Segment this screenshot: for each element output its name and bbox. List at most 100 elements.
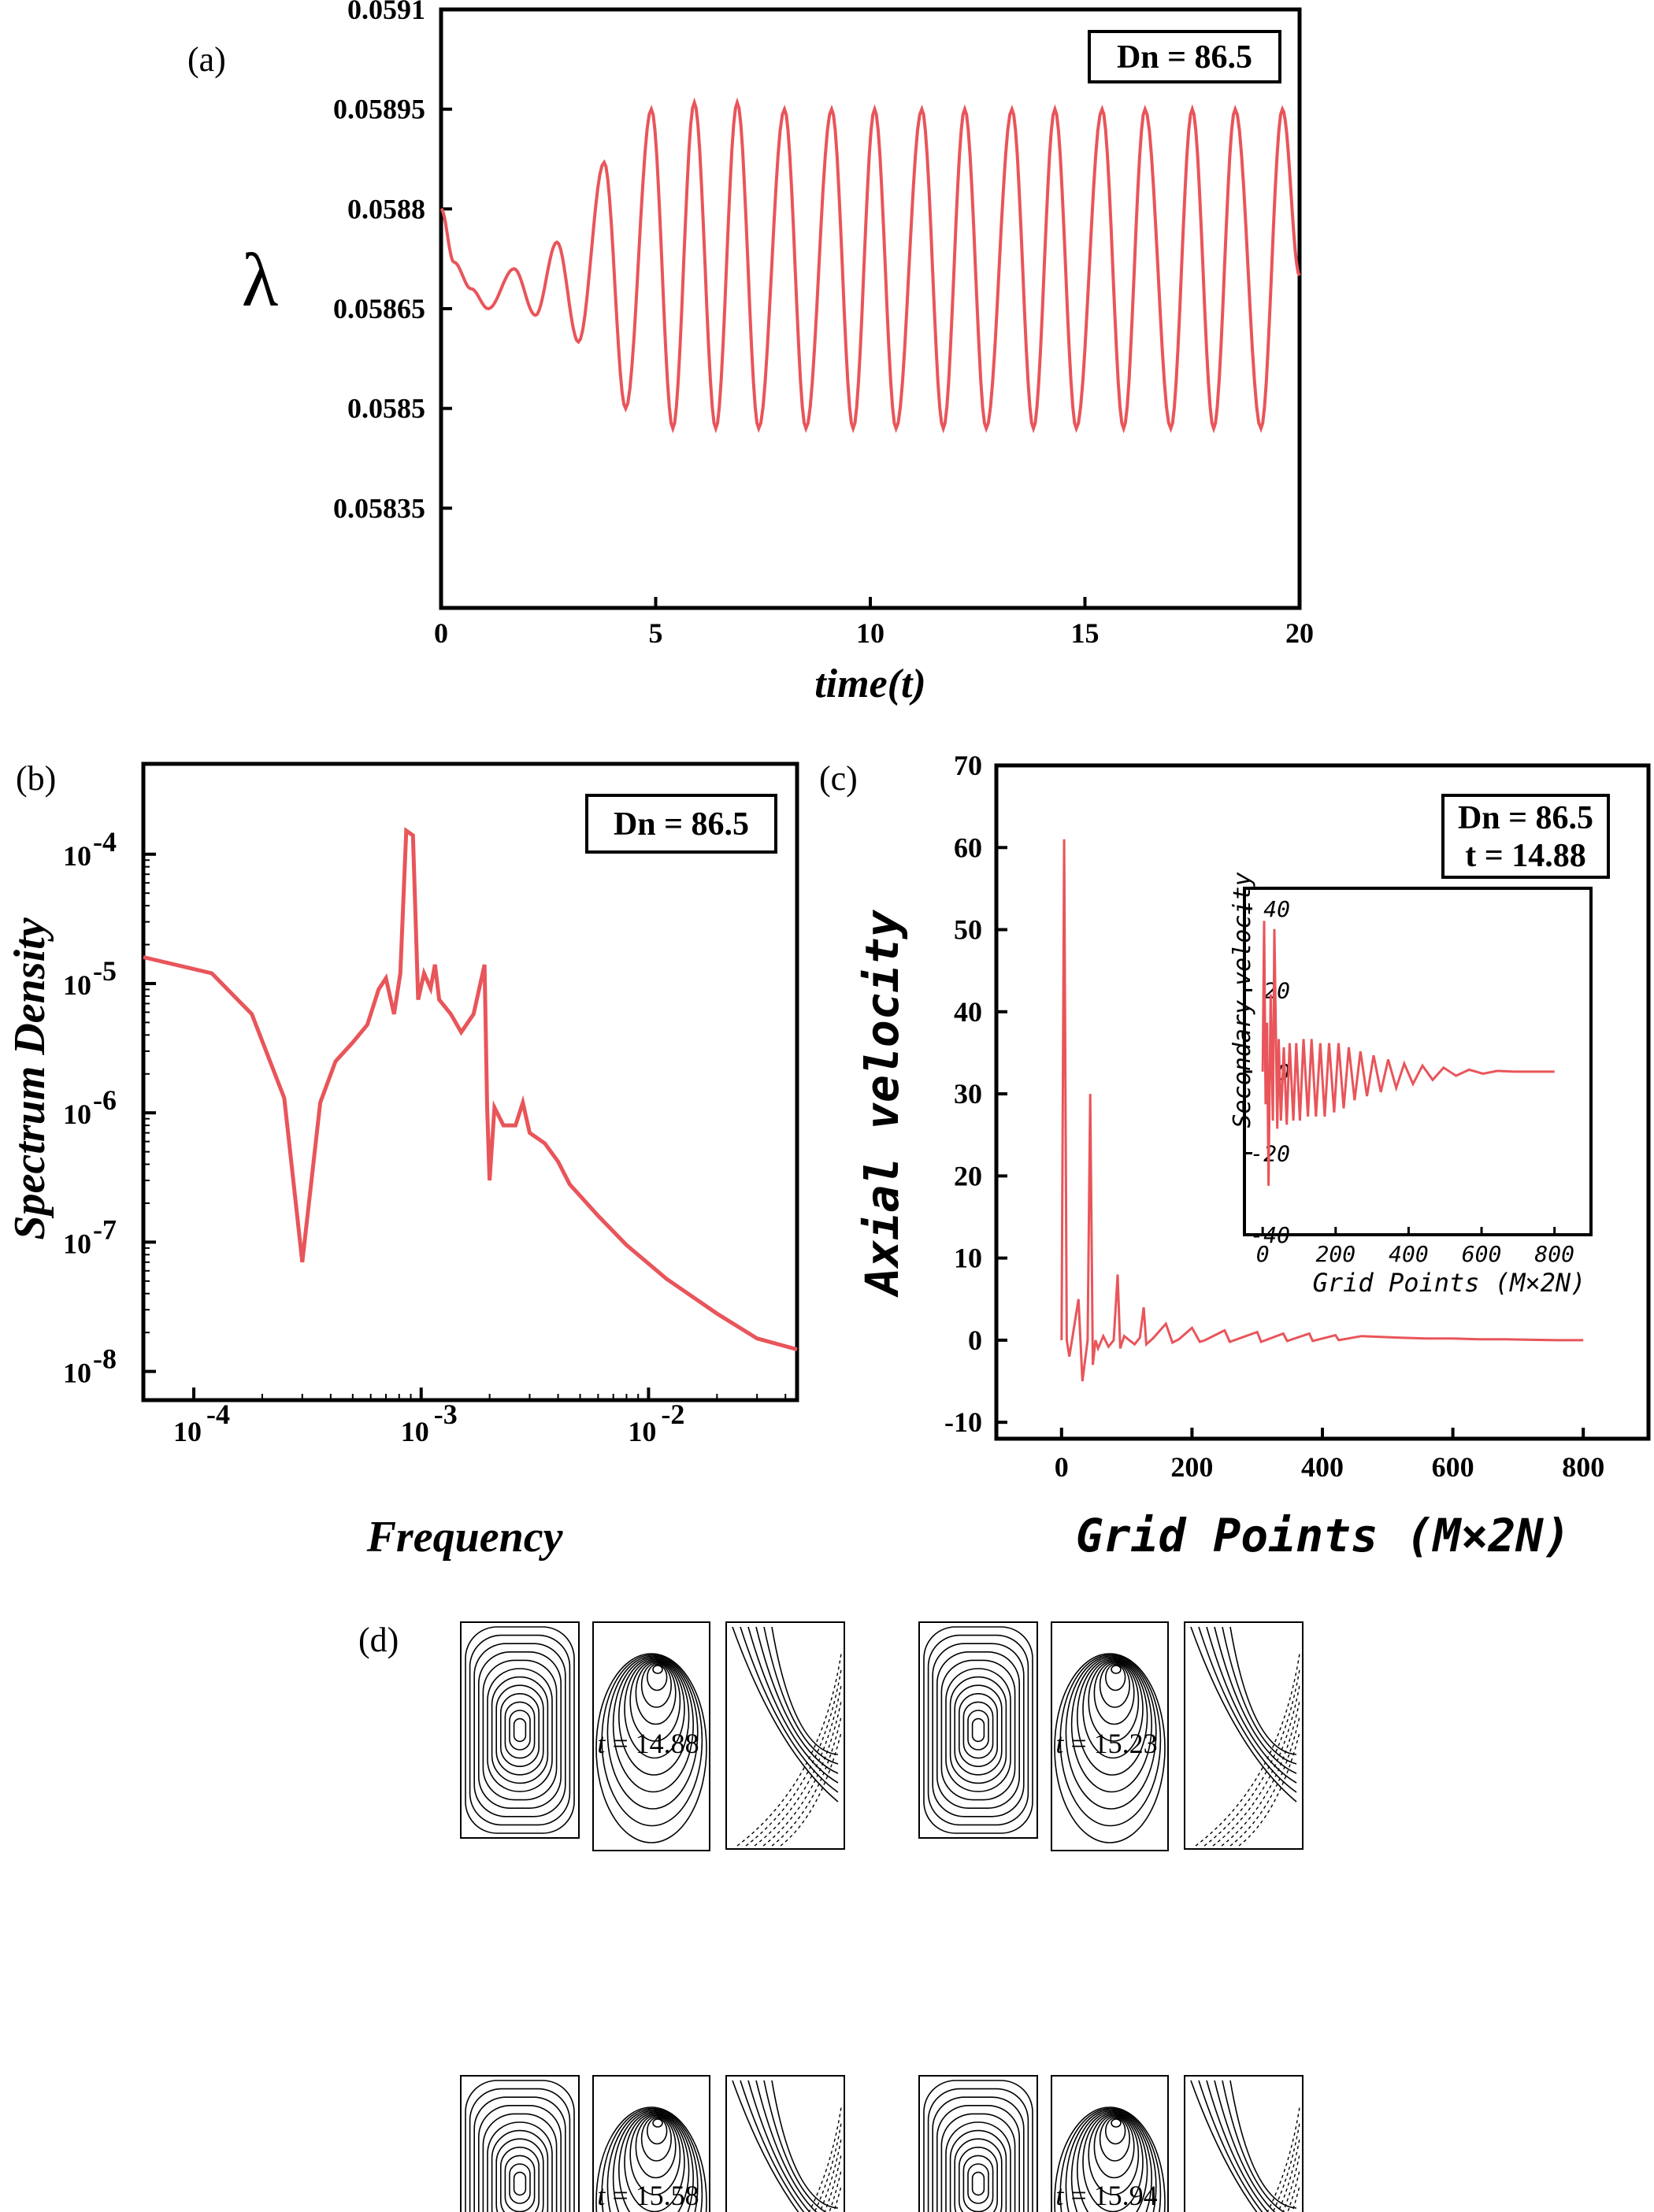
axial-flow-contour (959, 2147, 998, 2212)
contour-box (725, 2075, 845, 2212)
inset-ytick-label: 40 (1263, 896, 1290, 922)
axial-flow-contour (967, 1710, 989, 1751)
secondary-flow-contour (624, 1658, 685, 1759)
panel-b-ylabel: Spectrum Density (6, 917, 54, 1239)
temperature-contour (1206, 2080, 1269, 2212)
panel-c-ytick-label: 10 (954, 1243, 982, 1274)
secondary-flow-contour (1111, 2118, 1122, 2128)
axial-flow-contour (478, 2105, 562, 2212)
secondary-flow-contour (1099, 1662, 1130, 1708)
panel-a-xlabel: time(t) (814, 661, 926, 706)
temperature-contour-dashed (829, 2169, 842, 2212)
secondary-flow-contour (1054, 1653, 1166, 1843)
panel-a-dn-label: Dn = 86.5 (1117, 39, 1252, 76)
panel-b-xlabel: Frequency (366, 1513, 564, 1562)
axial-flow-contour (927, 1634, 1029, 1826)
temperature-contour (1222, 2080, 1285, 2212)
panel-c-ytick-label: -10 (944, 1406, 982, 1438)
temperature-contour (747, 2080, 810, 2212)
temperature-contour (1222, 1626, 1297, 1765)
panel-a-ytick-label: 0.05865 (333, 293, 425, 324)
panel-a-ylabel: λ (242, 238, 279, 322)
axial-flow-contour (927, 2088, 1029, 2212)
secondary-flow-contour (652, 2118, 663, 2128)
panel-b-ytick-label: 10 (63, 840, 91, 872)
axial-flow-contour (945, 1668, 1011, 1792)
contour-box (460, 2075, 580, 2212)
axial-flow-contour (949, 1676, 1007, 1784)
secondary-flow-contour (606, 2109, 699, 2212)
panel-b-ytick-exponent: -8 (93, 1343, 117, 1375)
temperature-contour (732, 1626, 839, 1803)
contour-group-3 (460, 2075, 845, 2212)
panel-b-ytick-exponent: -5 (93, 955, 117, 987)
temperature-contour (1190, 1626, 1297, 1803)
secondary-flow-contour (612, 2110, 694, 2212)
secondary-flow-contour (1088, 1660, 1140, 1742)
panel-b-ytick-exponent: -7 (93, 1213, 117, 1245)
temperature-contour (1214, 1626, 1297, 1774)
axial-flow-contour (513, 1717, 527, 1743)
axial-flow-contour (487, 2121, 553, 2212)
axial-flow-contour (923, 2080, 1033, 2212)
temperature-contour-dashed (1229, 1716, 1300, 1847)
axial-flow-contour (491, 2129, 549, 2212)
panel-b-xtick-label: 10 (401, 1416, 429, 1447)
axial-flow-contour (509, 2163, 531, 2204)
secondary-flow-contour (646, 2117, 668, 2145)
axial-flow-contour (936, 2105, 1020, 2212)
inset-xtick-label: 800 (1534, 1241, 1574, 1267)
temperature-contour-dashed (754, 1684, 842, 1847)
axial-flow-contour (959, 1693, 999, 1768)
temperature-contour-dashed (819, 2138, 842, 2212)
inset-secondary-series (1261, 921, 1555, 1186)
secondary-flow-contour (1070, 1656, 1152, 1793)
contour-box (918, 2075, 1038, 2212)
panel-b-plot-frame (141, 761, 799, 1402)
axial-flow-contour (465, 1626, 575, 1834)
secondary-flow-contour (612, 1656, 695, 1793)
secondary-flow-contour (601, 1654, 703, 1827)
panel-c-xtick-label: 800 (1562, 1451, 1604, 1483)
axial-flow-contour (469, 1634, 571, 1826)
panel-a-xtick-label: 15 (1071, 617, 1100, 649)
secondary-flow-contour (595, 2106, 707, 2212)
contour-group-1 (460, 1621, 845, 1851)
panel-c-letter: (c) (819, 759, 858, 798)
panel-a-lambda-series (439, 97, 1301, 434)
secondary-flow-contour (640, 1662, 673, 1708)
axial-flow-contour (971, 2171, 985, 2196)
secondary-flow-contour (1065, 2109, 1157, 2212)
secondary-flow-contour (1054, 2106, 1166, 2212)
inset-ytick-label: 20 (1263, 977, 1290, 1003)
axial-flow-contour (940, 1659, 1016, 1801)
panel-b-ytick-exponent: -4 (93, 826, 117, 858)
secondary-flow-contour (1082, 1658, 1144, 1759)
temperature-contour (1198, 2080, 1263, 2212)
secondary-flow-contour (606, 1655, 699, 1810)
panel-c-dn-label: Dn = 86.5 (1458, 800, 1593, 836)
panel-c-ytick-label: 30 (954, 1078, 982, 1110)
axial-flow-contour (967, 2163, 989, 2204)
temperature-contour-dashed (762, 1700, 842, 1847)
axial-flow-contour (491, 1676, 549, 1784)
temperature-contour (763, 2080, 827, 2212)
temperature-contour-dashed (1203, 1669, 1300, 1847)
contour-box (918, 1621, 1038, 1839)
panel-b-xtick-label: 10 (173, 1416, 202, 1447)
contour-box (460, 1621, 580, 1839)
axial-flow-contour (487, 1668, 553, 1792)
panel-a-xtick-label: 0 (434, 617, 448, 649)
contour-box (1184, 2075, 1304, 2212)
secondary-flow-contour (629, 2114, 681, 2195)
axial-flow-contour (954, 2138, 1003, 2212)
inset-ylabel: Secondary velocity (1229, 872, 1256, 1128)
contour-time-label-3: t = 15.58 (597, 2180, 699, 2211)
axial-flow-contour (477, 1651, 562, 1810)
panel-a-ticks: 0.05835 0.0585 0.05865 0.0588 0.05895 0.0591 0… (333, 0, 1314, 649)
contour-time-label-2: t = 15.23 (1055, 1728, 1157, 1759)
secondary-flow-contour (1070, 2110, 1152, 2212)
secondary-flow-contour (601, 2107, 703, 2212)
